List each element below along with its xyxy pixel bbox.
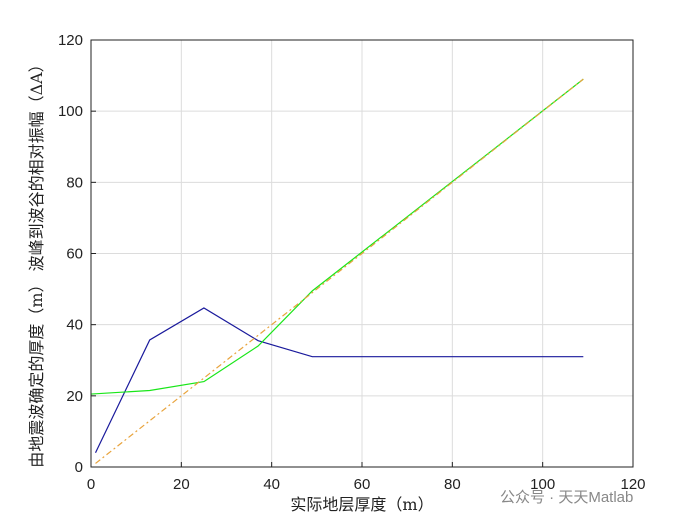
x-tick-label: 100 <box>530 476 555 493</box>
watermark: 公众号 · 天天Matlab <box>500 489 633 506</box>
y-tick-label: 80 <box>66 174 83 191</box>
x-tick-label: 40 <box>263 476 280 493</box>
line <box>90 78 584 395</box>
y-tick-label: 0 <box>75 459 83 476</box>
plot <box>90 78 584 464</box>
y-tick-label: 60 <box>66 246 83 263</box>
line <box>95 78 584 464</box>
y-axis-label: 由地震波确定的厚度（m） 波峰到波谷的相对振幅（ΔA） <box>27 56 46 467</box>
y-tick-label: 100 <box>58 103 83 120</box>
x-tick-label: 0 <box>87 476 95 493</box>
y-tick-label: 40 <box>66 317 83 334</box>
x-tick-label: 20 <box>173 476 190 493</box>
x-tick-label: 60 <box>354 476 371 493</box>
y-tick-label: 120 <box>58 32 83 49</box>
y-tick-label: 20 <box>66 388 83 405</box>
x-axis-label: 实际地层厚度（m） <box>290 495 433 514</box>
x-tick-label: 80 <box>444 476 461 493</box>
line <box>94 307 584 454</box>
x-tick-label: 120 <box>620 476 645 493</box>
